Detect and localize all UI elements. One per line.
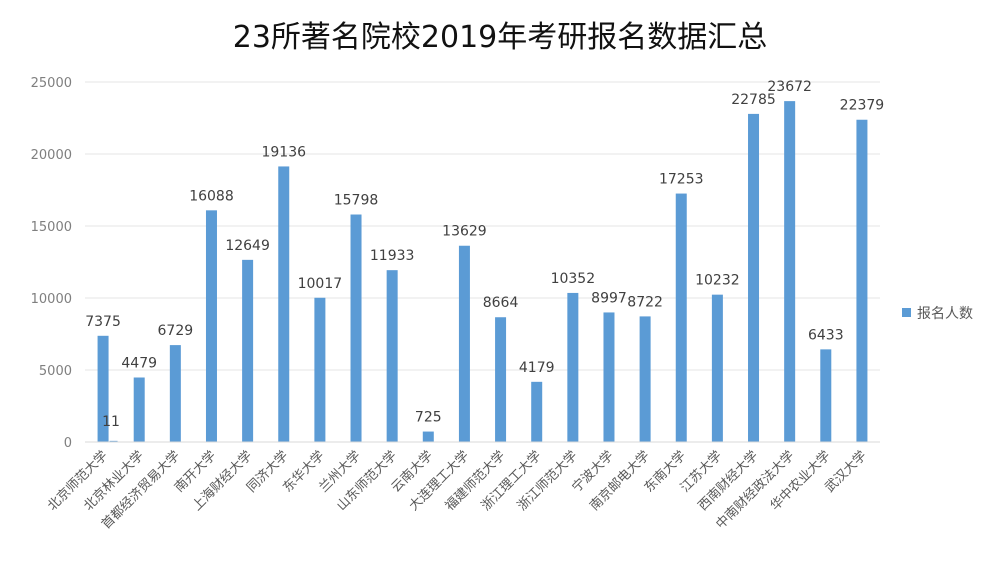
data-label: 8664 bbox=[483, 295, 519, 311]
data-label: 8997 bbox=[591, 290, 627, 306]
bar bbox=[278, 166, 290, 443]
bar bbox=[856, 119, 868, 442]
data-label: 8722 bbox=[627, 294, 663, 310]
bar bbox=[205, 210, 217, 442]
bar bbox=[675, 193, 687, 442]
y-tick-label: 10000 bbox=[31, 292, 72, 307]
data-label: 22785 bbox=[731, 92, 776, 108]
bar bbox=[603, 312, 615, 442]
data-label: 15798 bbox=[334, 193, 379, 209]
bar bbox=[531, 381, 543, 442]
data-label: 23672 bbox=[767, 79, 812, 95]
data-label: 7375 bbox=[85, 314, 121, 330]
data-label: 10017 bbox=[298, 276, 343, 292]
bar bbox=[350, 214, 362, 442]
bar bbox=[422, 431, 434, 442]
data-label: 10232 bbox=[695, 273, 740, 289]
bar bbox=[314, 297, 326, 442]
bar bbox=[711, 294, 723, 442]
legend-swatch bbox=[902, 308, 911, 317]
bar bbox=[458, 245, 470, 442]
y-tick-label: 5000 bbox=[39, 364, 72, 379]
chart-title: 23所著名院校2019年考研报名数据汇总 bbox=[232, 20, 768, 55]
y-tick-label: 20000 bbox=[31, 148, 72, 163]
bar bbox=[820, 349, 832, 442]
bar bbox=[748, 113, 760, 443]
data-label: 10352 bbox=[551, 271, 596, 287]
data-label: 6729 bbox=[158, 323, 194, 339]
small-bar bbox=[109, 440, 118, 442]
bar bbox=[495, 317, 507, 442]
y-tick-label: 25000 bbox=[31, 76, 72, 91]
legend-label: 报名人数 bbox=[917, 306, 973, 322]
bar bbox=[133, 377, 145, 442]
data-label: 22379 bbox=[840, 98, 885, 114]
bar bbox=[784, 101, 796, 442]
bar bbox=[639, 316, 651, 442]
bar bbox=[97, 335, 109, 442]
y-tick-label: 0 bbox=[64, 436, 72, 451]
data-label: 11933 bbox=[370, 248, 415, 264]
bar bbox=[567, 292, 579, 442]
data-label: 4479 bbox=[121, 356, 157, 372]
data-label: 17253 bbox=[659, 172, 704, 188]
data-label: 6433 bbox=[808, 327, 844, 343]
data-label: 11 bbox=[102, 414, 120, 430]
data-label: 16088 bbox=[189, 188, 234, 204]
y-tick-label: 15000 bbox=[31, 220, 72, 235]
data-label: 12649 bbox=[225, 238, 270, 254]
data-label: 13629 bbox=[442, 224, 487, 240]
bar bbox=[386, 270, 398, 442]
bar bbox=[242, 259, 254, 442]
data-label: 19136 bbox=[261, 144, 306, 160]
bar bbox=[169, 345, 181, 442]
data-label: 4179 bbox=[519, 360, 555, 376]
data-label: 725 bbox=[415, 410, 442, 426]
